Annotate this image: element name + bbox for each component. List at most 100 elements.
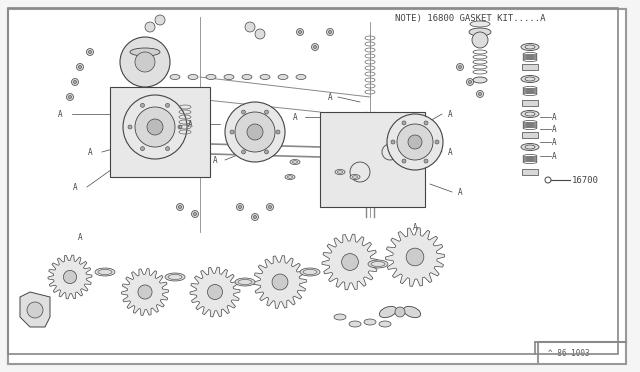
Text: A: A — [448, 109, 452, 119]
Ellipse shape — [335, 170, 345, 174]
Ellipse shape — [521, 76, 539, 83]
Ellipse shape — [278, 74, 288, 80]
Ellipse shape — [403, 307, 420, 318]
Circle shape — [239, 205, 241, 208]
Ellipse shape — [170, 74, 180, 80]
Circle shape — [477, 90, 483, 97]
Text: A: A — [58, 109, 62, 119]
Circle shape — [402, 159, 406, 163]
Circle shape — [230, 130, 234, 134]
Ellipse shape — [188, 74, 198, 80]
Ellipse shape — [224, 74, 234, 80]
Circle shape — [253, 215, 257, 218]
Circle shape — [237, 203, 243, 211]
Circle shape — [77, 64, 83, 71]
Circle shape — [397, 124, 433, 160]
Polygon shape — [48, 255, 92, 299]
Circle shape — [177, 203, 184, 211]
Ellipse shape — [130, 48, 160, 56]
Circle shape — [387, 114, 443, 170]
Circle shape — [241, 150, 246, 154]
Ellipse shape — [206, 74, 216, 80]
Circle shape — [264, 110, 269, 114]
Circle shape — [68, 96, 72, 99]
Circle shape — [458, 65, 461, 68]
Bar — [522, 132, 538, 138]
Circle shape — [141, 147, 145, 151]
Circle shape — [456, 64, 463, 71]
Text: A: A — [552, 151, 556, 160]
Circle shape — [27, 302, 43, 318]
Text: A: A — [212, 155, 218, 164]
Circle shape — [406, 248, 424, 266]
Circle shape — [145, 22, 155, 32]
Circle shape — [166, 103, 170, 108]
Circle shape — [138, 285, 152, 299]
Circle shape — [141, 103, 145, 108]
Ellipse shape — [368, 260, 388, 268]
Bar — [522, 169, 538, 175]
Circle shape — [264, 150, 269, 154]
Text: ^ 86 1003: ^ 86 1003 — [548, 350, 590, 359]
Ellipse shape — [235, 278, 255, 286]
Circle shape — [435, 140, 439, 144]
Circle shape — [72, 78, 79, 86]
Circle shape — [314, 45, 317, 48]
Circle shape — [252, 214, 259, 221]
Bar — [320, 112, 425, 207]
Polygon shape — [385, 228, 445, 286]
Polygon shape — [190, 267, 240, 317]
Polygon shape — [122, 269, 168, 315]
Circle shape — [408, 135, 422, 149]
Ellipse shape — [165, 273, 185, 281]
Circle shape — [88, 51, 92, 54]
Ellipse shape — [473, 77, 487, 83]
Circle shape — [128, 125, 132, 129]
Circle shape — [468, 80, 472, 83]
Polygon shape — [8, 9, 626, 364]
Circle shape — [178, 125, 182, 129]
Bar — [522, 100, 538, 106]
Ellipse shape — [242, 74, 252, 80]
Text: A: A — [552, 125, 556, 134]
Circle shape — [79, 65, 81, 68]
Circle shape — [235, 112, 275, 152]
Circle shape — [225, 102, 285, 162]
Circle shape — [266, 203, 273, 211]
Circle shape — [395, 307, 405, 317]
Text: A: A — [328, 93, 332, 102]
Circle shape — [276, 130, 280, 134]
Circle shape — [342, 254, 358, 270]
Circle shape — [269, 205, 271, 208]
Ellipse shape — [296, 74, 306, 80]
Circle shape — [193, 212, 196, 215]
Circle shape — [296, 29, 303, 35]
Ellipse shape — [334, 314, 346, 320]
Ellipse shape — [521, 44, 539, 51]
Ellipse shape — [285, 174, 295, 180]
Bar — [522, 64, 538, 70]
Text: A: A — [188, 119, 192, 128]
Ellipse shape — [260, 74, 270, 80]
Circle shape — [255, 29, 265, 39]
Ellipse shape — [469, 28, 491, 36]
Circle shape — [179, 205, 182, 208]
Circle shape — [298, 31, 301, 33]
Circle shape — [86, 48, 93, 55]
Ellipse shape — [470, 21, 490, 27]
Ellipse shape — [300, 268, 320, 276]
Text: A: A — [73, 183, 77, 192]
Circle shape — [326, 29, 333, 35]
Circle shape — [328, 31, 332, 33]
Circle shape — [74, 80, 77, 83]
Circle shape — [247, 124, 263, 140]
Text: A: A — [552, 112, 556, 122]
Ellipse shape — [521, 110, 539, 118]
Text: NOTE) 16800 GASKET KIT.....A: NOTE) 16800 GASKET KIT.....A — [395, 13, 545, 22]
Circle shape — [135, 107, 175, 147]
Circle shape — [241, 110, 246, 114]
Polygon shape — [253, 256, 307, 308]
Polygon shape — [322, 234, 378, 290]
Circle shape — [467, 78, 474, 86]
Text: A: A — [77, 232, 83, 241]
